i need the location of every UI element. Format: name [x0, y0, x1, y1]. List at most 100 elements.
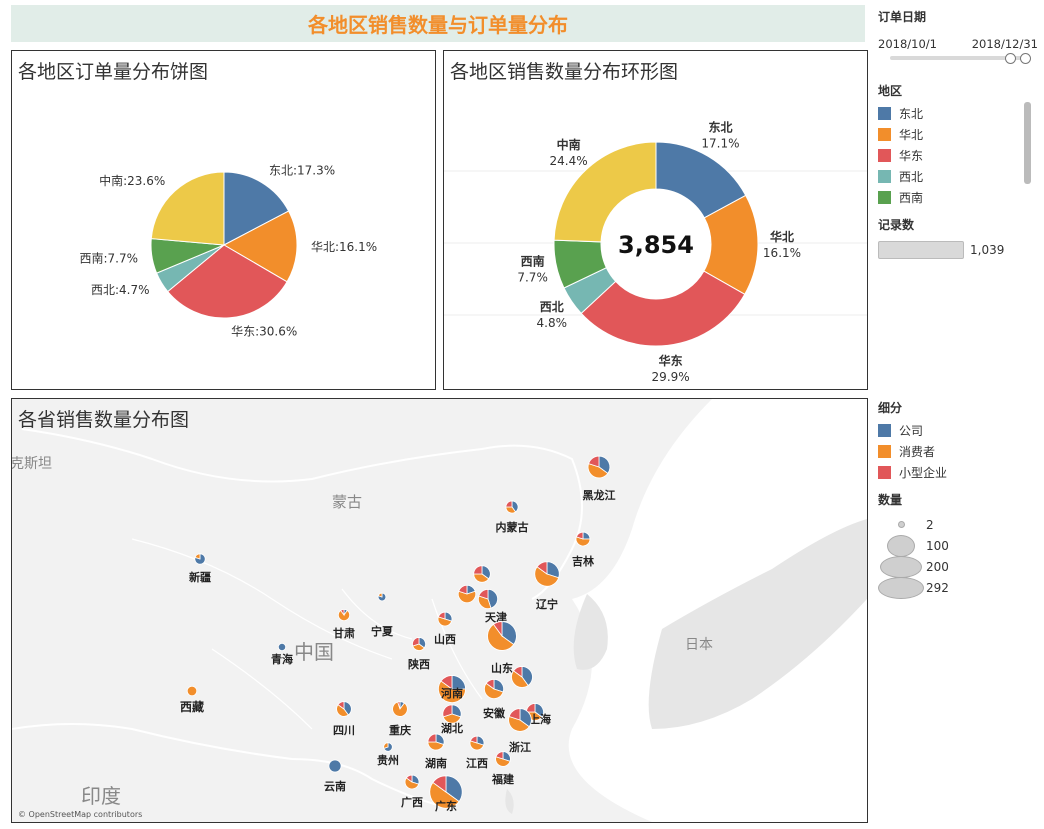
province-marker-湖南[interactable]: 湖南 [425, 733, 447, 770]
province-slice-甘肃-小型企业 [340, 608, 345, 617]
date-range-values: 2018/10/1 2018/12/31 [878, 37, 1038, 51]
legend-swatch [878, 424, 891, 437]
province-slice-吉林-消费者 [575, 536, 591, 547]
province-marker-云南[interactable]: 云南 [324, 759, 346, 793]
date-slider-track[interactable] [890, 56, 1030, 60]
province-slice-山东-消费者 [487, 623, 515, 651]
province-slice-湖南-小型企业 [427, 733, 437, 743]
segment-legend-item-消费者[interactable]: 消费者 [878, 441, 1028, 462]
map-panel: 克斯坦 蒙古 中国 日本 印度 西藏 黑龙江内蒙古吉林 辽宁 新疆甘肃 宁夏青海 山西 陕西 天津 山东… [11, 398, 868, 823]
donut-chart[interactable]: 东北 17.1% 华北 16.1% 华东 29.9% 西北 4.8% 西南 7.7% 中南 24.4%… [444, 51, 867, 389]
region-legend-scrollbar[interactable] [1024, 102, 1031, 184]
province-marker-内蒙古[interactable]: 内蒙古 [496, 500, 529, 534]
legend-label: 西南 [899, 191, 924, 205]
province-marker-江西[interactable]: 江西 [466, 735, 488, 770]
date-slider-handle-end[interactable] [1020, 53, 1031, 64]
province-marker-河北[interactable] [457, 584, 477, 604]
segment-legend: 细分 公司 消费者 小型企业 [878, 399, 1028, 483]
province-slice-新疆-公司 [194, 553, 206, 565]
pie-slice-华东[interactable] [167, 244, 288, 319]
province-marker-天津[interactable]: 天津 [478, 588, 507, 624]
province-slice-河北-消费者 [457, 590, 477, 604]
size-legend-label: 100 [926, 538, 949, 553]
province-marker-湖北[interactable]: 湖北 [441, 704, 463, 735]
province-marker-新疆[interactable]: 新疆 [189, 553, 211, 584]
province-slice-辽宁-消费者 [534, 566, 560, 587]
province-marker-浙江[interactable]: 浙江 [508, 708, 532, 754]
records-bar [878, 241, 964, 259]
province-marker-广西[interactable]: 广西 [401, 774, 423, 809]
province-slice-江西-小型企业 [469, 735, 478, 744]
size-legend-item: 200 [878, 555, 1028, 578]
segment-legend-item-公司[interactable]: 公司 [878, 420, 1028, 441]
size-swatch [887, 534, 915, 557]
province-marker-北京[interactable] [473, 565, 491, 583]
province-slice-江苏-小型企业 [512, 666, 523, 678]
province-marker-河南[interactable]: 河南 [438, 675, 466, 703]
pie-label-华东: 华东:30.6% [231, 325, 297, 339]
province-slice-广东-消费者 [429, 781, 460, 809]
province-slice-湖北-小型企业 [442, 704, 453, 718]
province-marker-陕西[interactable]: 陕西 [408, 637, 430, 671]
province-marker-吉林[interactable]: 吉林 [572, 531, 594, 568]
size-legend-label: 200 [926, 559, 949, 574]
province-marker-山东[interactable]: 山东 [487, 621, 517, 675]
province-marker-黑龙江[interactable]: 黑龙江 [583, 455, 616, 502]
province-marker-宁夏[interactable]: 宁夏 [371, 592, 394, 638]
province-slice-重庆-消费者 [392, 701, 408, 717]
donut-slice-中南[interactable] [553, 141, 657, 243]
segment-legend-item-小型企业[interactable]: 小型企业 [878, 462, 1028, 483]
donut-center-total: 3,854 [618, 231, 694, 259]
size-swatch [897, 521, 905, 528]
province-slice-河北-小型企业 [458, 584, 468, 595]
province-marker-贵州[interactable]: 贵州 [377, 742, 399, 767]
pie-chart[interactable]: 东北:17.3% 华北:16.1% 华东:30.6% 西北:4.7% 西南:7.7% 中南… [12, 51, 435, 389]
province-marker-山西[interactable]: 山西 [434, 611, 456, 646]
province-marker-安徽[interactable]: 安徽 [483, 678, 506, 720]
region-legend-item-华北[interactable]: 华北 [878, 124, 1018, 145]
korea-peninsula [573, 594, 608, 670]
province-marker-上海[interactable]: 上海 [526, 703, 552, 727]
province-label-贵州: 贵州 [377, 753, 399, 767]
province-marker-江苏[interactable] [511, 666, 533, 688]
province-marker-广东[interactable]: 广东 [429, 775, 463, 813]
legend-swatch [878, 149, 891, 162]
pie-slice-东北[interactable] [223, 171, 290, 246]
size-legend-item: 100 [878, 534, 1028, 557]
date-slider-handle-start[interactable] [1005, 53, 1016, 64]
donut-slice-华东[interactable] [580, 270, 746, 347]
province-marker-甘肃[interactable]: 甘肃 [333, 608, 355, 640]
province-marker-辽宁[interactable]: 辽宁 [534, 561, 560, 611]
province-label-青海: 青海 [271, 652, 293, 666]
donut-label-name-华北: 华北 [770, 229, 794, 244]
province-slice-广西-小型企业 [405, 774, 413, 783]
province-slice-江苏-公司 [521, 666, 533, 687]
size-swatch [880, 555, 922, 578]
pie-label-华北: 华北:16.1% [311, 240, 377, 254]
japan-landmass [648, 519, 867, 729]
province-slice-湖南-消费者 [427, 741, 445, 751]
province-marker-西藏[interactable] [186, 685, 198, 697]
province-marker-四川[interactable]: 四川 [333, 701, 355, 737]
pie-slice-中南[interactable] [150, 171, 225, 246]
pie-slice-华北[interactable] [222, 210, 298, 283]
donut-chart-title: 各地区销售数量分布环形图 [450, 61, 679, 83]
province-slice-陕西-小型企业 [412, 637, 420, 647]
legend-label: 西北 [899, 170, 924, 184]
province-marker-福建[interactable]: 福建 [491, 751, 515, 786]
donut-label-value-西北: 4.8% [537, 316, 568, 330]
region-legend-item-西北[interactable]: 西北 [878, 166, 1018, 187]
province-marker-重庆[interactable]: 重庆 [389, 701, 411, 737]
region-legend-item-东北[interactable]: 东北 [878, 103, 1018, 124]
province-slice-天津-公司 [487, 588, 498, 609]
map-attribution[interactable]: © OpenStreetMap contributors [18, 810, 143, 819]
legend-label: 华北 [899, 128, 924, 142]
donut-label-value-西南: 7.7% [517, 271, 548, 285]
province-label-上海: 上海 [529, 712, 551, 726]
province-marker-青海[interactable]: 青海 [271, 642, 293, 666]
region-legend-item-华东[interactable]: 华东 [878, 145, 1018, 166]
region-legend: 地区 东北 华北 华东 西北 西南 [878, 82, 1018, 208]
region-legend-item-西南[interactable]: 西南 [878, 187, 1018, 208]
